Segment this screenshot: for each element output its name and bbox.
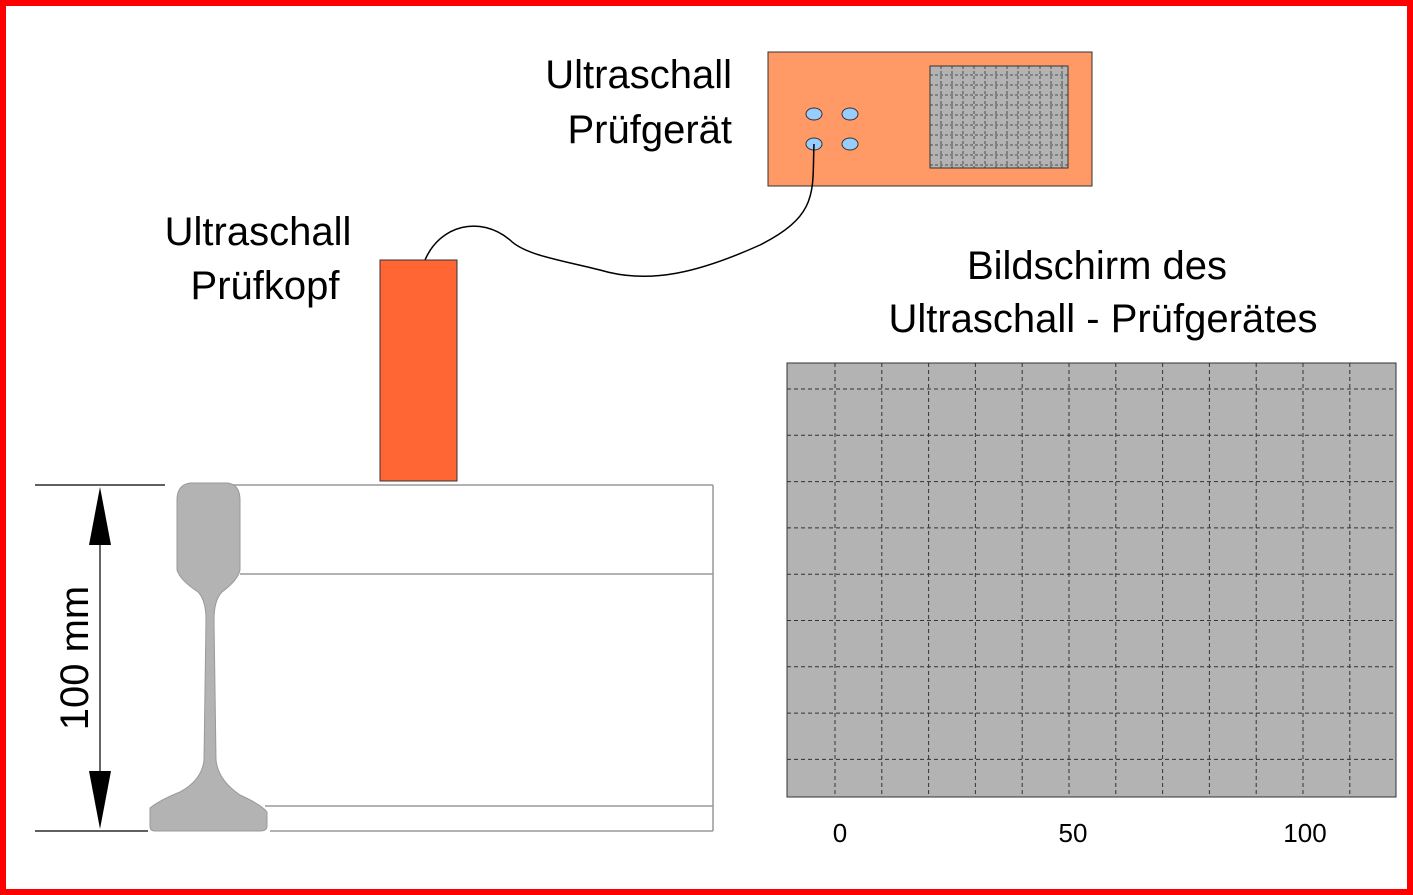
screen-grid (787, 363, 1396, 797)
rail-lines (230, 484, 714, 832)
arrowhead (89, 487, 111, 545)
probe-label: Prüfkopf (191, 264, 341, 308)
device-screen-grid (930, 66, 1068, 168)
knob (841, 107, 859, 121)
device-label: Ultraschall (545, 53, 732, 97)
device-label: Prüfgerät (567, 108, 732, 152)
arrowhead (89, 771, 111, 829)
knob (805, 107, 823, 121)
dimension-lines (35, 484, 165, 832)
knob (841, 137, 859, 151)
dimension-label: 100 mm (53, 586, 97, 731)
probe-label: Ultraschall (165, 210, 352, 254)
axis-label: 50 (1059, 818, 1088, 848)
screen-title: Bildschirm des (967, 244, 1227, 288)
cable (424, 143, 815, 278)
device-screen (929, 65, 1069, 169)
screen (786, 362, 1397, 798)
probe (379, 259, 458, 482)
rail (149, 482, 268, 832)
axis-label: 0 (833, 818, 847, 848)
axis-label: 100 (1283, 818, 1326, 848)
screen-title: Ultraschall - Prüfgerätes (888, 297, 1317, 341)
